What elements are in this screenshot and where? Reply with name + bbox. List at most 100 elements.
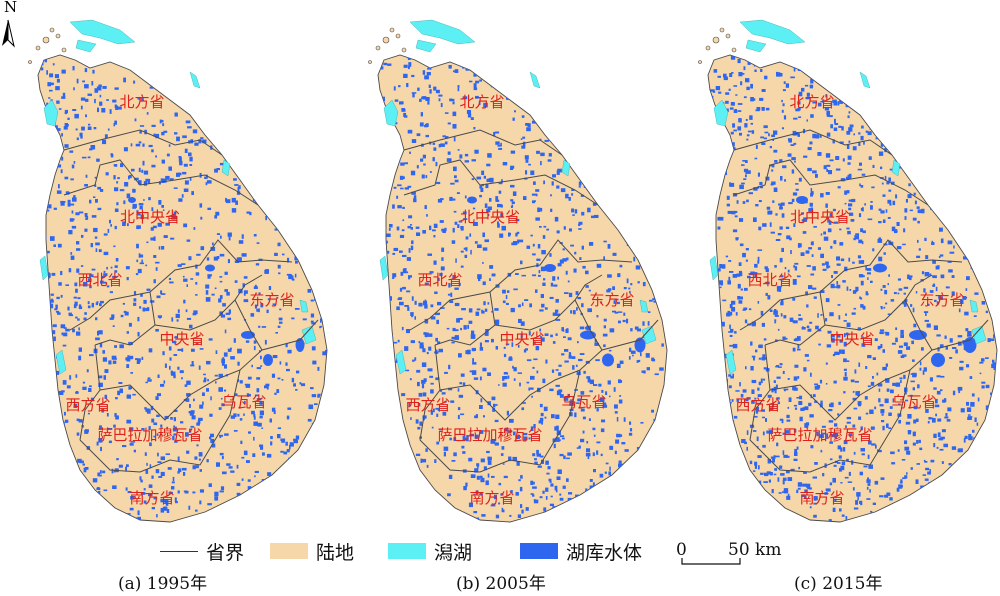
province-boundary (63, 129, 223, 156)
province-boundary (439, 349, 603, 421)
province-label: 萨巴拉加穆瓦省 (97, 426, 202, 444)
legend-item-land: 陆地 (270, 536, 354, 566)
legend: 省界 陆地 潟湖 湖库水体 (160, 536, 840, 566)
legend-label-lagoon: 潟湖 (434, 541, 473, 564)
island (61, 47, 67, 53)
province-label: 东方省 (249, 291, 294, 309)
reservoir-swatch (520, 543, 558, 559)
province-boundary (63, 159, 259, 206)
island (719, 27, 725, 33)
caption-2005: (b) 2005年 (456, 574, 546, 594)
province-boundary (99, 349, 263, 421)
province-boundary (403, 159, 599, 206)
province-label: 东方省 (919, 291, 964, 309)
province-boundary (69, 239, 293, 331)
lagoon-area (739, 19, 806, 45)
province-boundary (904, 299, 989, 351)
lagoon-area (301, 325, 317, 345)
province-label: 北方省 (789, 93, 834, 111)
province-label: 西北省 (417, 271, 462, 289)
province-boundary (234, 299, 319, 351)
province-boundary (79, 344, 101, 441)
lagoon-area (725, 349, 737, 375)
province-boundary (749, 369, 911, 473)
reservoir-water-layer (378, 55, 667, 522)
province-boundary (574, 299, 659, 351)
legend-item-reservoir: 湖库水体 (520, 536, 642, 566)
lagoon-area (409, 19, 476, 45)
province-boundary (94, 291, 156, 346)
province-boundary (739, 239, 963, 331)
north-arrow-icon (2, 19, 15, 48)
province-boundary (749, 344, 771, 441)
lagoon-area (971, 325, 987, 345)
lagoon-area (969, 299, 979, 313)
lagoon-area (379, 255, 389, 281)
province-boundary (154, 274, 263, 331)
province-label: 中央省 (499, 330, 544, 348)
legend-item-lagoon: 潟湖 (388, 536, 472, 566)
lagoon-area (713, 99, 729, 127)
lagoon-area (415, 39, 437, 53)
lagoon-area (639, 299, 649, 313)
province-label: 西方省 (735, 396, 780, 414)
lagoon-area (75, 39, 97, 53)
island (395, 33, 401, 39)
legend-label-reservoir: 湖库水体 (566, 541, 643, 564)
province-label: 西方省 (65, 396, 110, 414)
island (35, 45, 41, 51)
island (382, 36, 390, 44)
province-label: 西方省 (405, 396, 450, 414)
province-boundary (79, 369, 241, 473)
caption-1995: (a) 1995年 (118, 574, 208, 594)
lagoon-area (299, 299, 309, 313)
land-swatch (270, 543, 308, 559)
land-area (37, 54, 328, 523)
province-boundary (419, 344, 441, 441)
scale-bar: 0 50 km (676, 536, 796, 566)
province-boundary (409, 239, 633, 331)
province-boundary (824, 274, 933, 331)
island (712, 36, 720, 44)
province-label: 萨巴拉加穆瓦省 (437, 426, 542, 444)
land-area (707, 54, 998, 523)
province-label: 中央省 (829, 330, 874, 348)
lagoon-area (383, 99, 399, 127)
province-label: 萨巴拉加穆瓦省 (767, 426, 872, 444)
lagoon-area (43, 99, 59, 127)
province-boundary (769, 349, 933, 421)
north-letter: N (4, 0, 18, 16)
lagoon-area (39, 255, 49, 281)
legend-item-boundary: 省界 (160, 536, 244, 566)
province-boundary (419, 369, 581, 473)
island (42, 36, 50, 44)
island (375, 45, 381, 51)
island (368, 60, 372, 64)
island (731, 47, 737, 53)
province-label: 西北省 (747, 271, 792, 289)
province-boundary (733, 129, 893, 156)
province-label: 北方省 (459, 93, 504, 111)
province-label: 北中央省 (460, 208, 520, 226)
island (725, 33, 731, 39)
island (705, 45, 711, 51)
lagoon-area (641, 325, 657, 345)
lagoon-area (69, 19, 136, 45)
island (28, 60, 32, 64)
island (401, 47, 407, 53)
province-label: 东方省 (589, 291, 634, 309)
province-label: 南方省 (799, 489, 844, 507)
scale-zero: 0 (676, 540, 687, 560)
north-arrow: N (0, 0, 22, 56)
lagoon-area (891, 159, 901, 177)
province-label: 中央省 (159, 330, 204, 348)
lagoon-swatch (388, 543, 426, 559)
province-boundary (494, 274, 603, 331)
scale-bar-line (681, 558, 741, 565)
island (55, 33, 61, 39)
lagoon-area (221, 159, 231, 177)
